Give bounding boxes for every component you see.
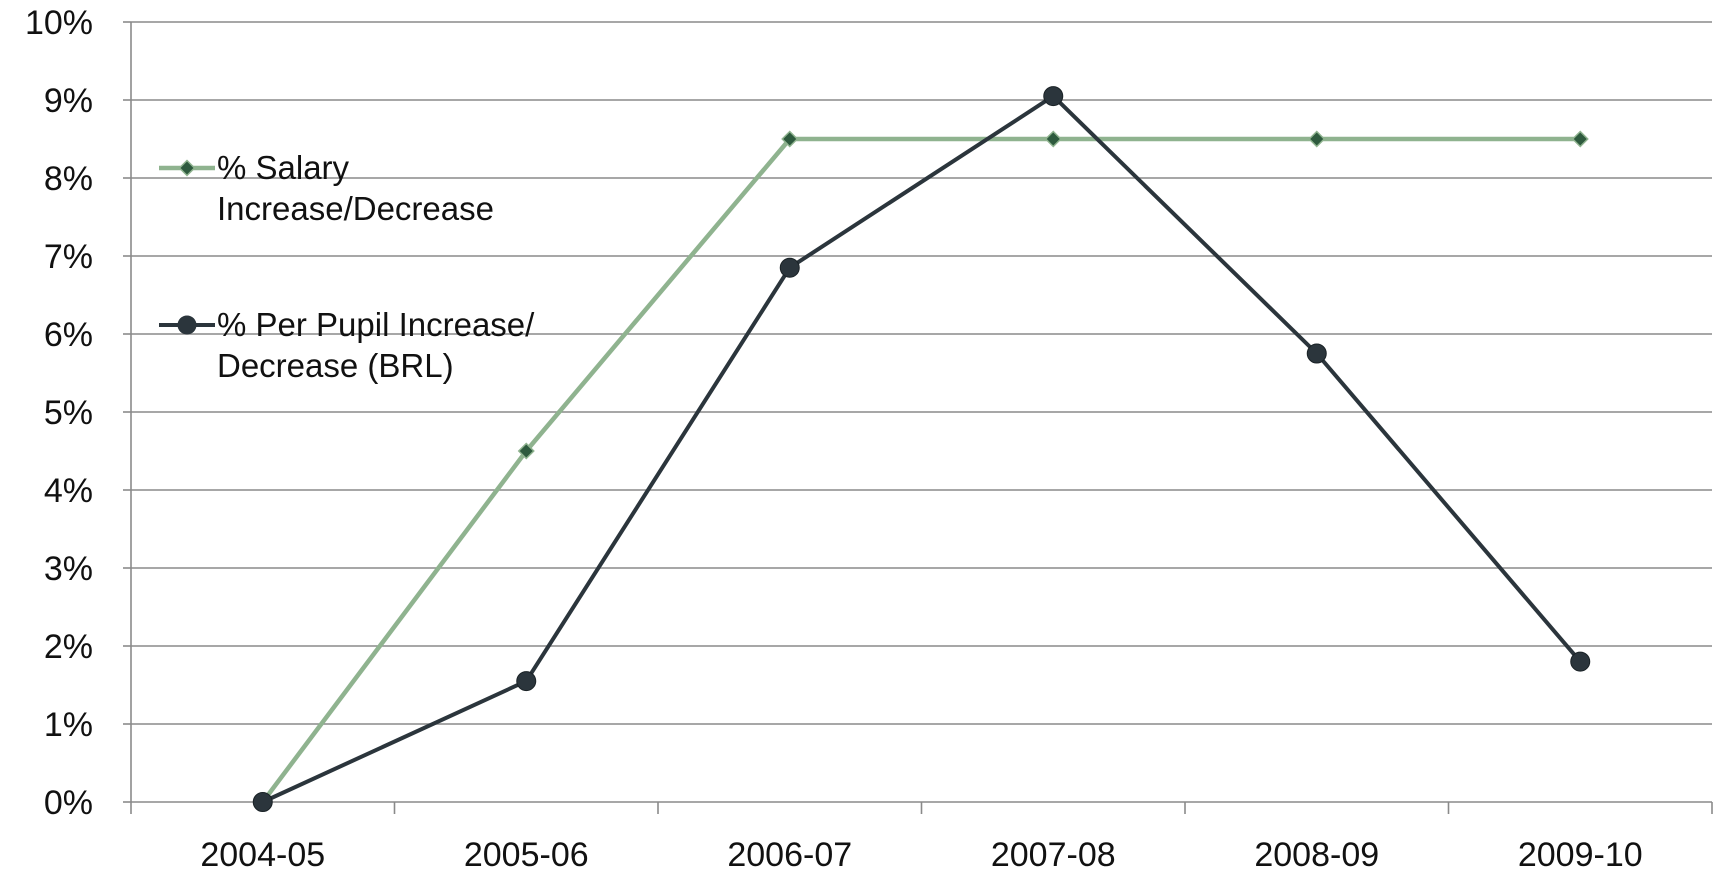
series	[252, 86, 1591, 812]
data-point	[516, 671, 537, 692]
legend-label: % Per Pupil Increase/	[217, 306, 535, 343]
y-tick-label: 4%	[44, 472, 93, 510]
series-1	[254, 130, 1589, 811]
x-tick-label: 2007-08	[991, 836, 1116, 874]
y-tick-labels: 0% 1% 2% 3% 4% 5% 6% 7% 8% 9% 10%	[25, 4, 93, 822]
axes	[123, 21, 1713, 814]
y-tick-label: 3%	[44, 550, 93, 588]
legend-label: % Salary	[217, 149, 350, 186]
x-tick-label: 2006-07	[727, 836, 852, 874]
data-point	[779, 257, 800, 278]
series-line	[260, 136, 1581, 804]
legend-marker	[178, 159, 196, 177]
y-tick-label: 2%	[44, 628, 93, 666]
series-2	[252, 86, 1591, 812]
y-tick-label: 9%	[44, 82, 93, 120]
x-tick-label: 2009-10	[1518, 836, 1643, 874]
legend: % Salary Increase/Decrease % Per Pupil Inc…	[159, 149, 535, 384]
data-point	[1571, 130, 1589, 148]
legend-label: Increase/Decrease	[217, 190, 494, 227]
data-point	[1308, 130, 1326, 148]
x-tick-label: 2008-09	[1254, 836, 1379, 874]
y-tick-label: 1%	[44, 706, 93, 744]
series-line	[261, 94, 1582, 804]
y-tick-label: 0%	[44, 784, 93, 822]
data-point	[517, 442, 535, 460]
data-point	[1044, 130, 1062, 148]
data-point	[781, 130, 799, 148]
x-tick-label: 2004-05	[200, 836, 325, 874]
legend-entry-1: % Salary Increase/Decrease	[159, 149, 494, 227]
y-tick-label: 8%	[44, 160, 93, 198]
x-tick-labels: 2004-05 2005-06 2006-07 2007-08 2008-09 2009-…	[200, 836, 1642, 874]
x-tick-label: 2005-06	[464, 836, 589, 874]
data-point	[1043, 86, 1064, 107]
y-tick-label: 5%	[44, 394, 93, 432]
data-point	[1306, 343, 1327, 364]
legend-label: Decrease (BRL)	[217, 347, 454, 384]
y-tick-label: 10%	[25, 4, 93, 42]
y-tick-label: 6%	[44, 316, 93, 354]
gridlines	[131, 21, 1712, 725]
data-point	[1570, 651, 1591, 672]
data-point	[252, 792, 273, 812]
y-tick-label: 7%	[44, 238, 93, 276]
legend-entry-2: % Per Pupil Increase/Decrease (BRL)	[159, 306, 535, 384]
legend-marker	[177, 315, 197, 335]
